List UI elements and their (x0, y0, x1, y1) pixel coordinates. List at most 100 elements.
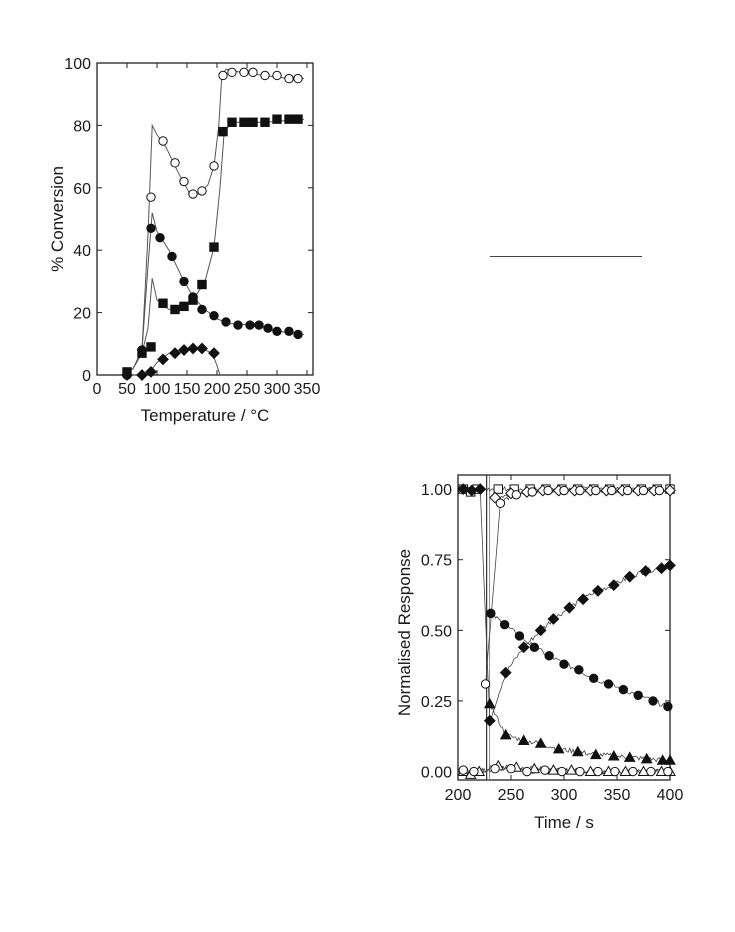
open-circle-marker (622, 485, 633, 496)
y-axis-title: Normalised Response (395, 549, 414, 716)
filled-circle-marker (209, 311, 219, 321)
filled-diamond-marker (145, 365, 157, 378)
filled-circle-marker (544, 651, 554, 661)
x-tick-label: 300 (264, 381, 291, 398)
open-diamond-marker (664, 484, 676, 497)
filled-triangle-marker (589, 748, 602, 760)
open-circle-marker (239, 67, 249, 78)
open-circle-marker (646, 766, 656, 777)
axis-ticks: 200 250 300 350 400 0.00 0.25 0.50 0.75 1.00 (421, 475, 683, 804)
filled-square-marker (170, 304, 180, 315)
open-circle-marker (218, 70, 228, 81)
open-circle-marker (284, 73, 294, 84)
filled-square-marker (218, 126, 228, 137)
filled-circle-marker (254, 320, 264, 330)
filled-triangle-marker (607, 749, 620, 761)
filled-circle-marker (179, 276, 189, 287)
filled-diamond-marker (592, 584, 604, 597)
open-circle-marker (480, 679, 491, 689)
plot-frame (96, 62, 314, 376)
filled-diamond-marker (474, 483, 487, 496)
filled-circle-marker (574, 665, 584, 675)
filled-circle-marker (293, 329, 303, 340)
open-circle-marker (458, 765, 468, 775)
filled-circle-marker (284, 326, 294, 337)
filled-circle-marker (559, 659, 569, 669)
filled-diamond-trace (463, 486, 671, 719)
open-circle-marker (654, 485, 665, 496)
filled-circle-marker (272, 326, 282, 337)
filled-triangle-marker (552, 742, 565, 754)
open-circle-marker (197, 186, 207, 196)
filled-circle-marker (663, 701, 673, 712)
open-circle-marker (559, 485, 569, 496)
filled-circle-marker (245, 320, 255, 330)
open-triangle-marker (584, 765, 597, 777)
x-tick-label: 350 (604, 787, 631, 804)
filled-square-marker (239, 117, 249, 127)
filled-triangle-marker (656, 754, 669, 765)
filled-diamond-marker (655, 562, 668, 575)
open-circle-marker (663, 766, 673, 777)
filled-circle-marker (233, 320, 243, 330)
data-markers (121, 67, 303, 381)
open-circle-marker (610, 766, 620, 777)
open-circle-marker (557, 766, 567, 777)
open-circle-marker (506, 764, 516, 774)
open-circle-marker (179, 176, 189, 187)
filled-triangle-marker (640, 752, 653, 764)
open-circle-marker (591, 485, 601, 496)
filled-circle-curve (120, 212, 305, 376)
filled-triangle-marker (571, 745, 584, 757)
filled-square-marker (248, 117, 258, 127)
filled-diamond-marker (577, 593, 589, 606)
filled-square-marker (284, 114, 294, 124)
filled-diamond-marker (499, 666, 512, 679)
filled-diamond-marker (547, 613, 560, 625)
filled-square-marker (260, 117, 270, 127)
filled-circle-marker (188, 292, 198, 302)
separator-line (490, 256, 642, 257)
filled-diamond-marker (534, 624, 547, 637)
filled-diamond-marker (639, 565, 652, 577)
filled-circle-marker (618, 684, 629, 695)
open-square-marker (493, 484, 503, 494)
filled-square-marker (146, 342, 156, 352)
x-tick-label: 0 (93, 381, 102, 398)
open-circle-marker (248, 67, 258, 78)
x-axis-title: Time / s (534, 813, 594, 832)
filled-triangle-marker (517, 734, 530, 745)
y-tick-label: 0 (82, 368, 91, 385)
filled-circle-marker (499, 619, 510, 630)
filled-diamond-marker (563, 601, 576, 614)
open-triangle-marker (547, 764, 560, 775)
open-circle-marker (260, 70, 270, 81)
open-circle-marker (146, 192, 156, 202)
y-tick-label: 0.50 (421, 623, 452, 640)
filled-circle-marker (529, 642, 540, 652)
filled-circle-marker (648, 696, 658, 706)
x-tick-label: 200 (204, 381, 231, 398)
open-circle-marker (227, 67, 237, 78)
open-circle-marker (607, 485, 617, 496)
filled-square-marker (179, 301, 189, 312)
filled-diamond-marker (457, 483, 470, 496)
open-circle-marker (293, 73, 303, 84)
y-tick-label: 0.75 (421, 553, 452, 570)
filled-square-marker (197, 279, 207, 290)
open-circle-marker (490, 764, 500, 774)
y-tick-label: 100 (64, 56, 91, 73)
open-circle-marker (543, 485, 553, 496)
open-circle-marker (272, 70, 282, 81)
open-triangle-marker (565, 764, 578, 775)
y-tick-label: 80 (73, 118, 91, 135)
open-circle-marker (170, 158, 180, 168)
open-triangle-marker (637, 765, 650, 777)
filled-diamond-marker (169, 347, 181, 360)
filled-square-marker (209, 242, 219, 252)
filled-circle-marker (263, 323, 273, 333)
open-circle-marker (209, 161, 219, 171)
